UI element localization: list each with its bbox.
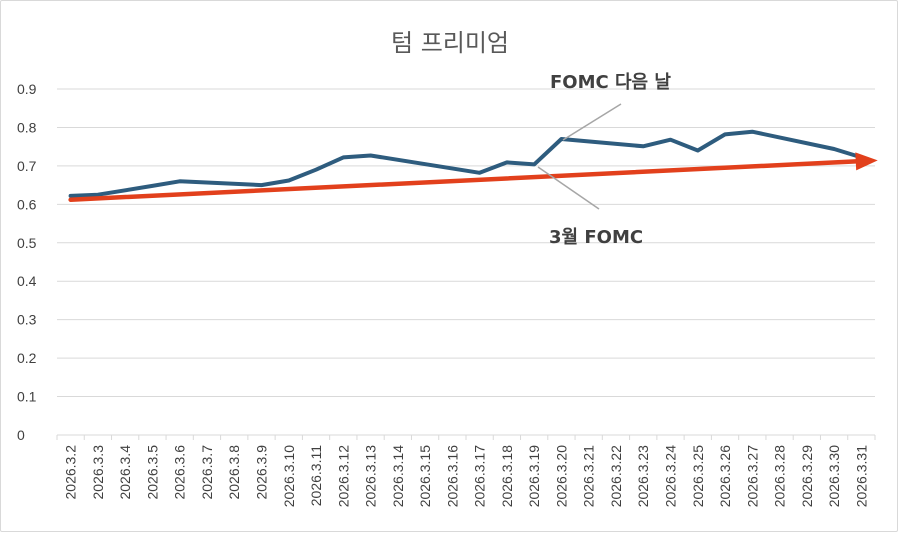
x-tick-label: 2026.3.12 <box>335 445 351 507</box>
x-tick-label: 2026.3.17 <box>472 445 488 507</box>
y-tick-label: 0.9 <box>17 81 37 97</box>
series-layer <box>68 129 878 202</box>
annotation-fomc-next-day: FOMC 다음 날 <box>550 72 671 93</box>
x-tick-label: 2026.3.11 <box>308 445 324 506</box>
x-tick-label: 2026.3.13 <box>363 445 379 507</box>
x-tick-label: 2026.3.7 <box>199 445 215 500</box>
x-tick-label: 2026.3.4 <box>117 445 133 500</box>
y-tick-label: 0.5 <box>17 235 37 251</box>
x-tick-label: 2026.3.18 <box>499 445 515 507</box>
y-tick-label: 0.7 <box>17 158 37 174</box>
x-tick-label: 2026.3.3 <box>90 445 106 500</box>
trend-arrow-head <box>855 152 878 171</box>
x-tick-label: 2026.3.30 <box>826 445 842 507</box>
x-tick-label: 2026.3.15 <box>417 445 433 507</box>
x-tick-label: 2026.3.29 <box>799 445 815 507</box>
annotations: FOMC 다음 날 3월 FOMC <box>537 72 671 248</box>
y-tick-label: 0.1 <box>17 389 37 405</box>
y-tick-label: 0.8 <box>17 119 37 135</box>
y-tick-label: 0 <box>17 427 25 443</box>
x-tick-label: 2026.3.16 <box>444 445 460 507</box>
y-tick-label: 0.4 <box>17 273 37 289</box>
x-tick-label: 2026.3.2 <box>63 445 79 500</box>
series-line-term-premium <box>68 129 864 198</box>
x-tick-label: 2026.3.10 <box>281 445 297 507</box>
x-tick-label: 2026.3.9 <box>254 445 270 500</box>
y-tick-label: 0.3 <box>17 312 37 328</box>
x-tick-label: 2026.3.20 <box>553 445 569 507</box>
gridlines <box>57 88 875 398</box>
x-tick-label: 2026.3.6 <box>172 445 188 500</box>
x-tick-label: 2026.3.26 <box>717 445 733 507</box>
x-tick-label: 2026.3.5 <box>144 445 160 500</box>
x-tick-label: 2026.3.8 <box>226 445 242 500</box>
y-axis-tick-labels: 0 0.1 0.2 0.3 0.4 0.5 0.6 0.7 0.8 0.9 <box>17 81 37 443</box>
annotation-march-fomc: 3월 FOMC <box>549 227 643 248</box>
y-tick-label: 0.6 <box>17 196 37 212</box>
x-tick-label: 2026.3.21 <box>581 445 597 507</box>
x-axis-tick-labels: 2026.3.2 2026.3.3 2026.3.4 2026.3.5 2026.3.6… <box>56 435 876 507</box>
y-tick-label: 0.2 <box>17 350 37 366</box>
x-tick-label: 2026.3.27 <box>744 445 760 507</box>
x-tick-label: 2026.3.24 <box>663 445 679 507</box>
x-tick-label: 2026.3.19 <box>526 445 542 507</box>
x-tick-label: 2026.3.23 <box>635 445 651 507</box>
x-tick-label: 2026.3.22 <box>608 445 624 507</box>
x-tick-label: 2026.3.25 <box>690 445 706 507</box>
annotation-leader-fomc-next-day <box>562 103 622 141</box>
x-tick-label: 2026.3.28 <box>772 445 788 507</box>
annotation-leader-march-fomc <box>537 166 600 210</box>
x-tick-label: 2026.3.14 <box>390 445 406 507</box>
trend-arrow-shaft <box>68 159 859 202</box>
x-tick-label: 2026.3.31 <box>853 445 869 507</box>
chart-title: 텀 프리미엄 <box>391 29 509 57</box>
